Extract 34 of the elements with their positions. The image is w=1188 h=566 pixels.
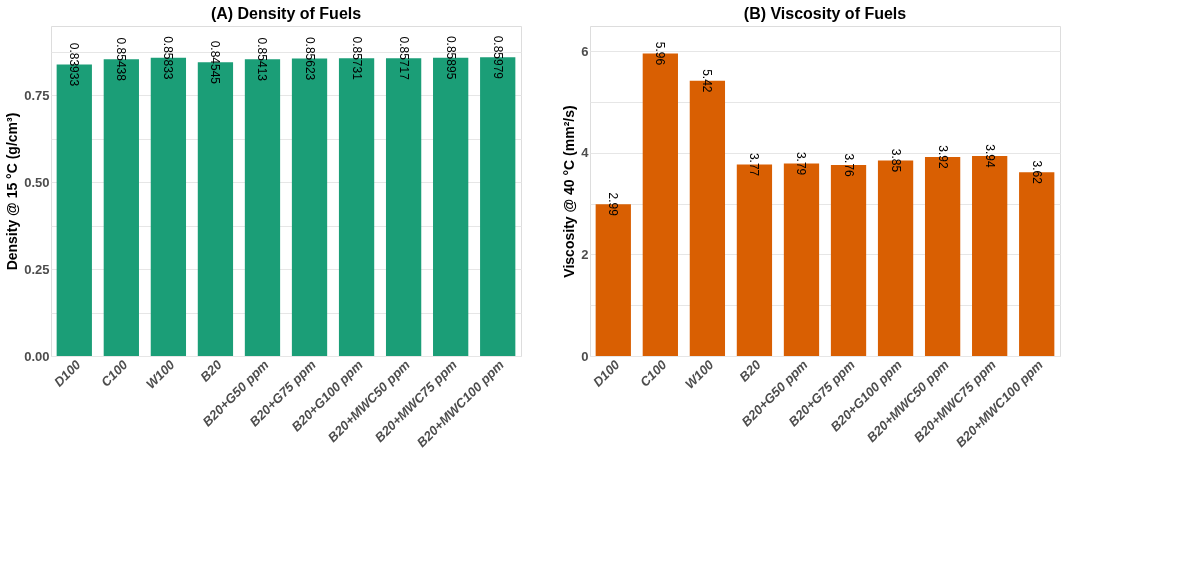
data-label: 0.85413 bbox=[255, 37, 270, 82]
y-axis-title: Viscosity @ 40 °C (mm²/s) bbox=[561, 105, 578, 278]
y-tick-label: 6 bbox=[581, 43, 589, 59]
data-label: 0.85895 bbox=[443, 35, 458, 80]
data-label: 3.94 bbox=[982, 144, 997, 168]
data-label: 3.85 bbox=[888, 148, 903, 173]
y-tick-label: 0.50 bbox=[24, 174, 50, 190]
data-label: 5.96 bbox=[653, 41, 668, 66]
x-tick-label: B20 bbox=[736, 356, 765, 385]
chart-title: (A) Density of Fuels bbox=[210, 5, 362, 22]
data-label: 0.85438 bbox=[114, 37, 129, 82]
data-label: 2.99 bbox=[606, 192, 621, 217]
y-axis-title: Density @ 15 °C (g/cm³) bbox=[4, 112, 21, 271]
data-label: 0.83933 bbox=[67, 42, 82, 87]
chart-title: (B) Viscosity of Fuels bbox=[743, 5, 907, 22]
y-tick-label: 2 bbox=[581, 246, 589, 262]
data-label: 5.42 bbox=[700, 69, 715, 93]
y-tick-label: 4 bbox=[581, 145, 590, 161]
data-label: 0.84545 bbox=[208, 40, 223, 85]
y-tick-label: 0 bbox=[581, 348, 589, 364]
data-label: 3.62 bbox=[1029, 160, 1044, 185]
data-label: 0.85623 bbox=[302, 36, 317, 81]
y-tick-label: 0.00 bbox=[24, 348, 50, 364]
data-label: 0.85833 bbox=[161, 36, 176, 80]
data-label: 3.76 bbox=[841, 153, 856, 178]
data-label: 0.85979 bbox=[490, 35, 505, 80]
x-tick-label: B20 bbox=[197, 356, 226, 385]
data-label: 3.92 bbox=[935, 145, 950, 169]
y-tick-label: 0.75 bbox=[24, 87, 50, 103]
data-label: 3.79 bbox=[794, 151, 809, 176]
y-tick-label: 0.25 bbox=[24, 261, 50, 277]
data-label: 0.85717 bbox=[396, 36, 411, 81]
data-label: 0.85731 bbox=[349, 36, 364, 81]
data-label: 3.77 bbox=[747, 152, 762, 177]
